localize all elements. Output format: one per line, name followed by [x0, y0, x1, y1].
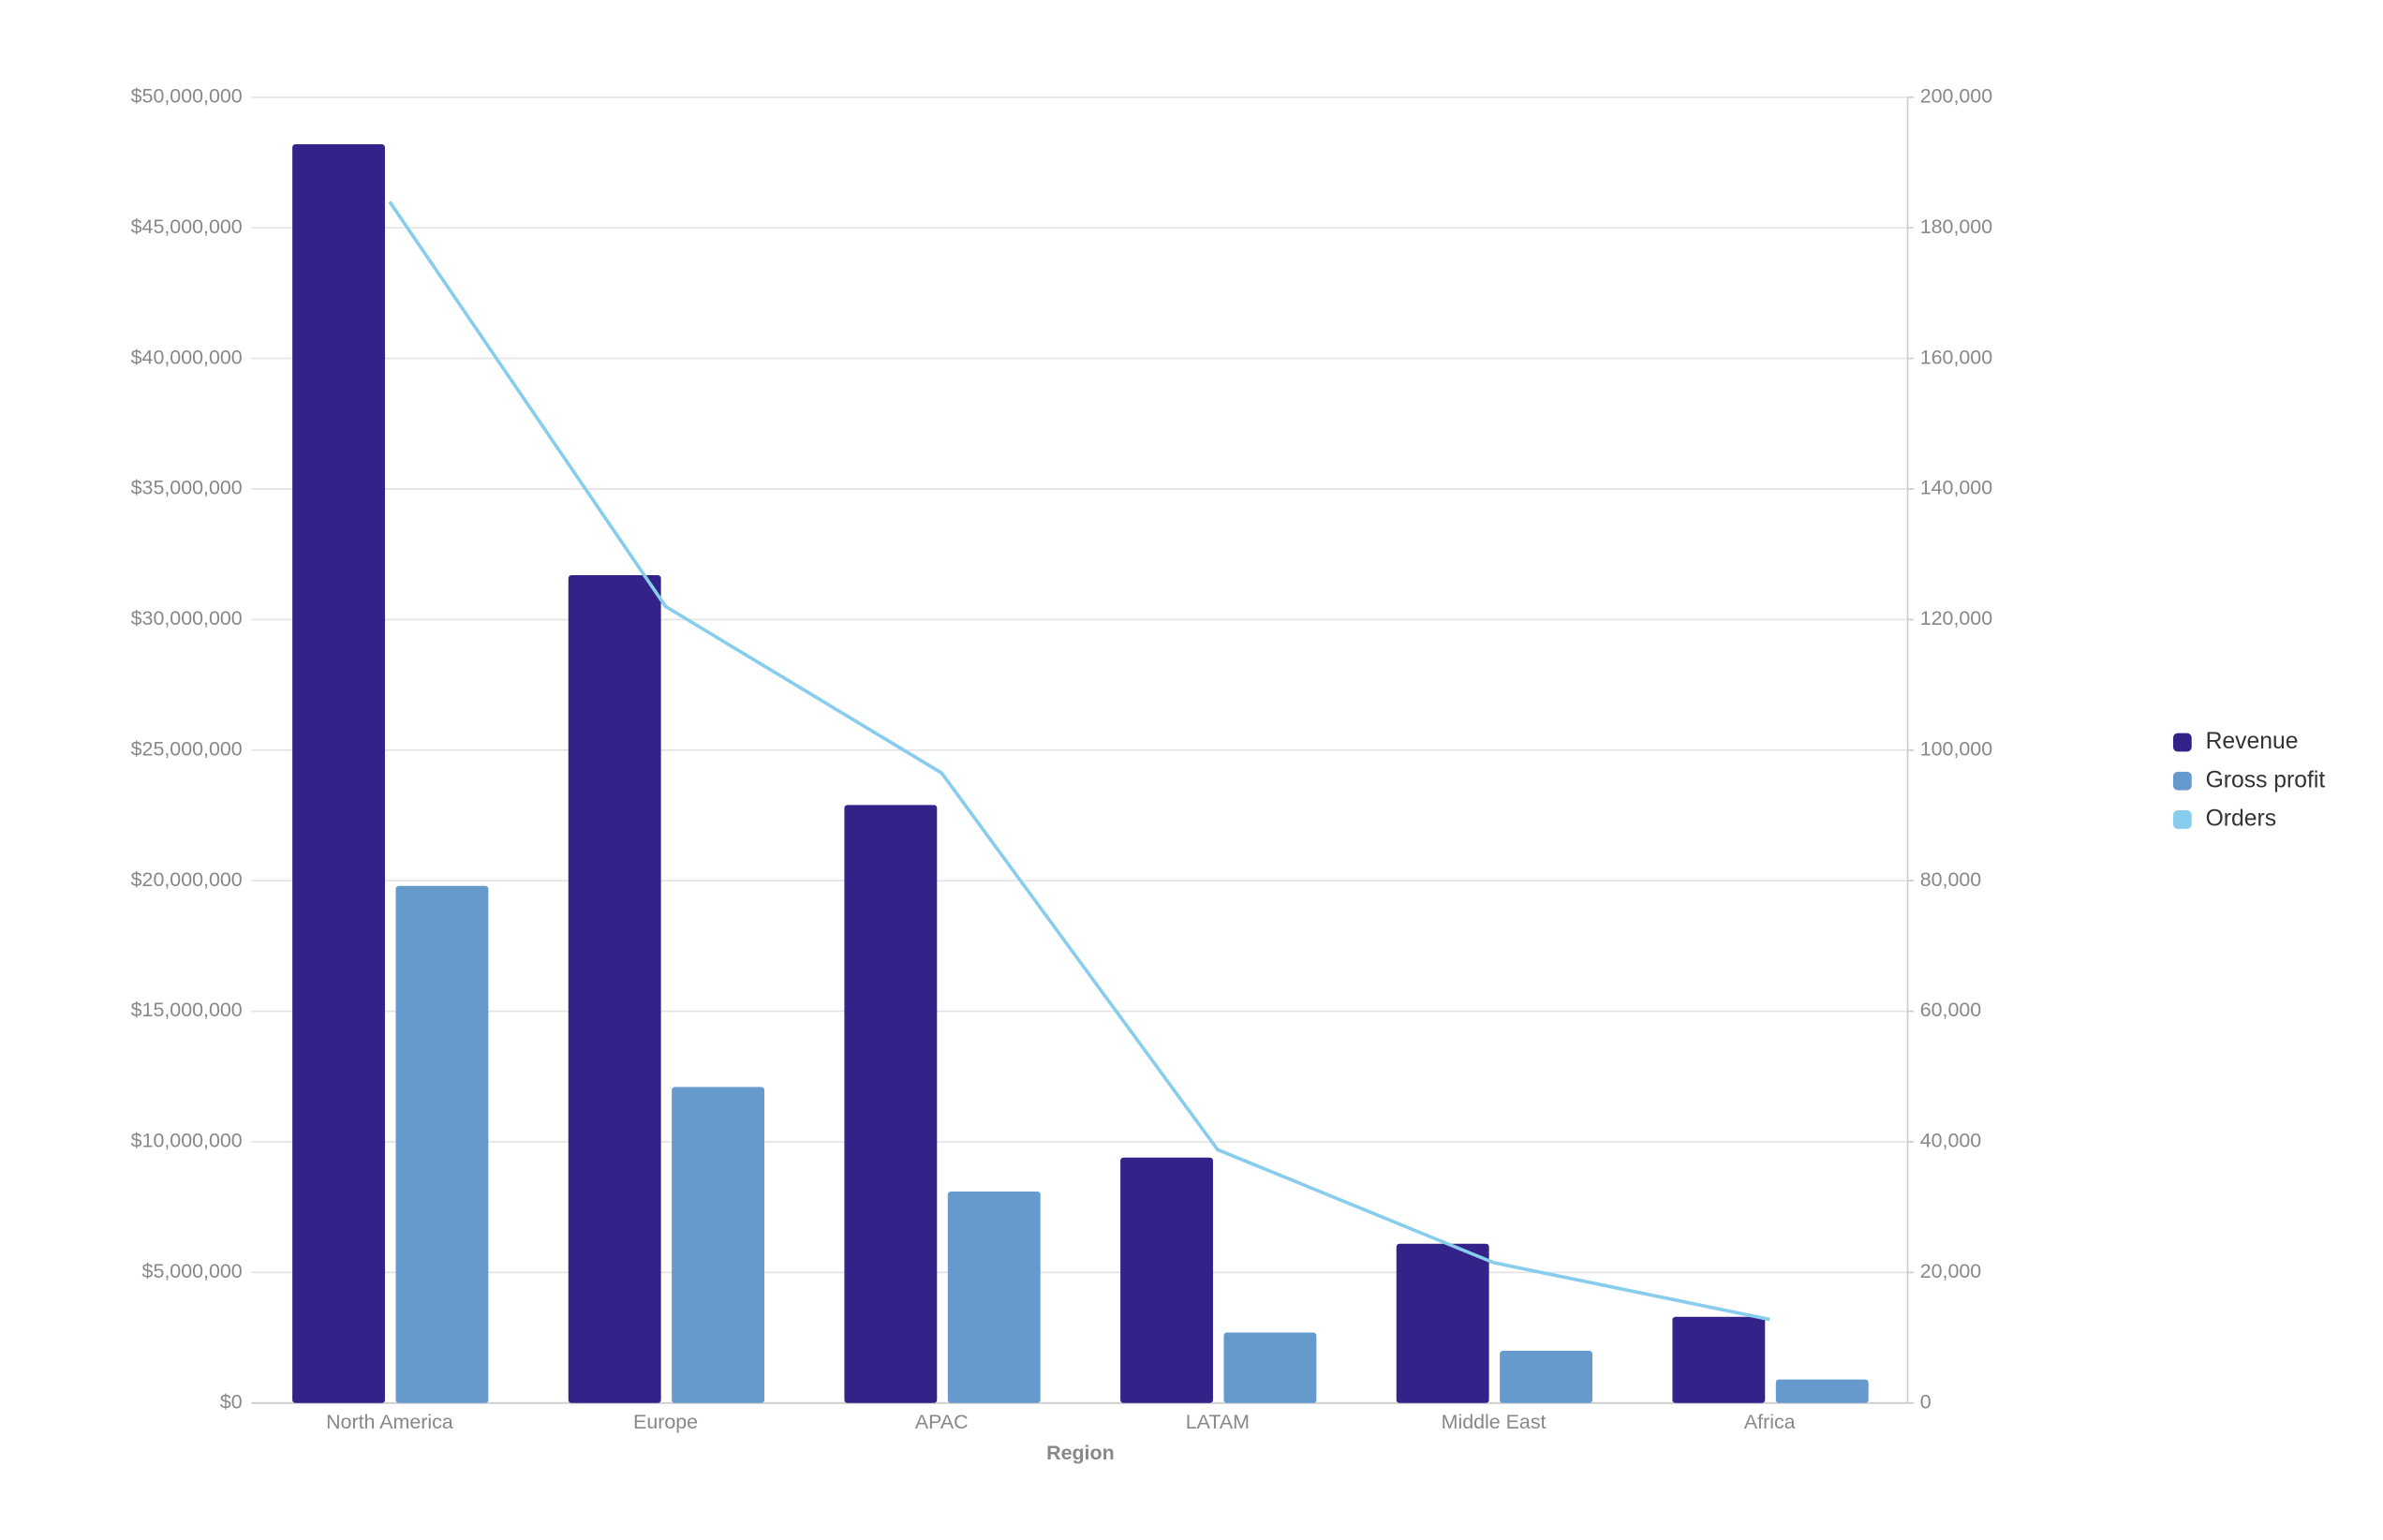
bar [672, 1087, 765, 1403]
y-tick-label: $25,000,000 [131, 737, 243, 760]
x-axis-label: Region [1046, 1442, 1115, 1464]
bar [395, 885, 489, 1403]
x-tick-label: North America [326, 1411, 453, 1433]
bar [292, 143, 385, 1403]
legend-swatch [2172, 733, 2192, 752]
bar [1396, 1243, 1489, 1403]
legend-swatch [2172, 810, 2192, 829]
bar [568, 574, 661, 1403]
y-tick-label: $40,000,000 [131, 346, 243, 368]
bar [947, 1191, 1041, 1403]
bar [1223, 1332, 1317, 1403]
y-tick-label: $5,000,000 [142, 1260, 243, 1282]
y-tick-label: $30,000,000 [131, 607, 243, 629]
y-tick-label: $20,000,000 [131, 868, 243, 891]
y2-tick-label: 0 [1920, 1390, 1932, 1413]
y-tick-label: $45,000,000 [131, 215, 243, 238]
y-tick-label: $0 [220, 1390, 243, 1413]
bar [1120, 1157, 1213, 1403]
legend-swatch [2172, 771, 2192, 791]
bar [844, 805, 938, 1403]
y2-tick-label: 20,000 [1920, 1260, 1982, 1282]
line-series [388, 200, 1770, 1322]
x-tick-label: Middle East [1442, 1411, 1547, 1433]
bar [1775, 1379, 1869, 1403]
bar [1672, 1316, 1766, 1403]
x-tick-label: Africa [1744, 1411, 1796, 1433]
y-tick-label: $10,000,000 [131, 1130, 243, 1152]
y-tick-label: $15,000,000 [131, 999, 243, 1021]
y2-tick-label: 200,000 [1920, 84, 1992, 107]
bar [1500, 1351, 1593, 1403]
x-tick-label: Europe [633, 1411, 698, 1433]
plot-root: Region $0 $5,000,000 $10,000,000 $15,000,00… [131, 84, 2326, 1463]
x-tick-label: APAC [915, 1411, 969, 1433]
y2-tick-label: 40,000 [1920, 1130, 1982, 1152]
y-tick-label: $35,000,000 [131, 477, 243, 499]
y2-tick-label: 140,000 [1920, 477, 1992, 499]
y2-tick-label: 180,000 [1920, 215, 1992, 238]
y2-tick-label: 160,000 [1920, 346, 1992, 368]
legend-label: Gross profit [2206, 767, 2326, 792]
x-tick-label: LATAM [1186, 1411, 1250, 1433]
y2-tick-label: 100,000 [1920, 737, 1992, 760]
y-tick-label: $50,000,000 [131, 84, 243, 107]
legend-label: Revenue [2206, 729, 2299, 754]
y2-tick-label: 60,000 [1920, 999, 1982, 1021]
legend-label: Orders [2206, 806, 2276, 831]
y2-tick-label: 120,000 [1920, 607, 1992, 629]
y2-tick-label: 80,000 [1920, 868, 1982, 891]
